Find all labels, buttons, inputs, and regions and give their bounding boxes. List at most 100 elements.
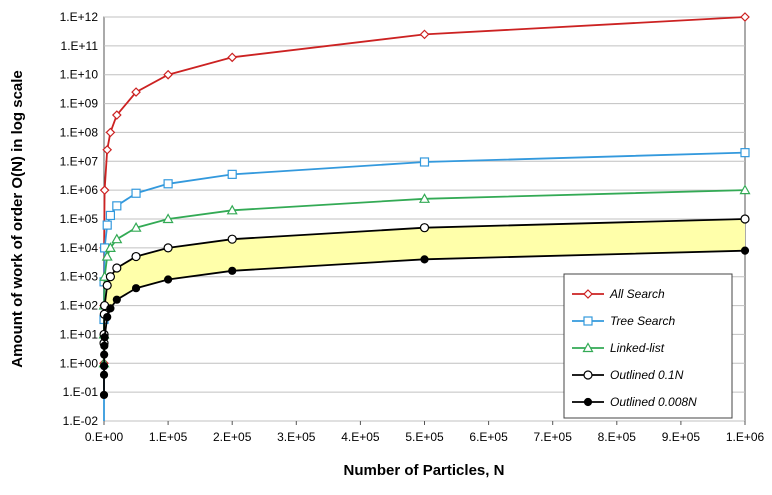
y-tick-label: 1.E+06: [60, 183, 99, 197]
data-point: [99, 361, 109, 371]
x-tick-label: 5.E+05: [405, 430, 444, 444]
y-tick-label: 1.E+09: [60, 97, 99, 111]
legend-marker: [583, 370, 593, 380]
legend-box: [563, 273, 733, 419]
data-point: [105, 272, 116, 282]
data-point: [99, 185, 110, 195]
y-tick-label: 1.E-02: [63, 414, 99, 428]
y-tick-label: 1.E+00: [60, 356, 99, 370]
legend-label: Tree Search: [610, 314, 675, 328]
data-point: [419, 223, 430, 233]
x-tick-label: 7.E+05: [534, 430, 573, 444]
data-point: [739, 184, 751, 195]
x-axis-title: Number of Particles, N: [344, 462, 505, 479]
x-tick-label: 8.E+05: [598, 430, 637, 444]
legend-item-outlined-0-1n: Outlined 0.1N: [572, 368, 684, 382]
legend-items: All Search Tree Search Linked-list Outlined…: [572, 287, 697, 409]
x-tick-label: 1.E+06: [726, 430, 765, 444]
data-point: [99, 370, 109, 379]
legend: All Search Tree Search Linked-list Outlined…: [563, 273, 733, 419]
x-tick-label: 0.E+00: [85, 430, 124, 444]
data-point: [163, 243, 173, 253]
legend-item-all-search: All Search: [572, 287, 665, 301]
y-tick-labels: 1.E-02 1.E-01 1.E+00 1.E+01 1.E+02 1.E+03 1.E+…: [60, 10, 99, 428]
y-tick-label: 1.E+11: [61, 39, 99, 53]
legend-marker: [583, 397, 593, 407]
x-tick-label: 4.E+05: [341, 430, 380, 444]
data-point: [418, 193, 431, 203]
data-point: [227, 234, 237, 244]
x-tick-label: 2.E+05: [213, 430, 252, 444]
data-point: [101, 250, 113, 261]
y-tick-label: 1.E+04: [60, 241, 99, 255]
series-layer: [98, 12, 751, 421]
data-point: [740, 148, 750, 158]
x-tick-label: 9.E+05: [662, 430, 701, 444]
data-point: [102, 280, 112, 291]
y-tick-label: 1.E+07: [60, 154, 99, 168]
y-axis-title: Amount of work of order O(N) in log scal…: [9, 70, 26, 368]
x-tick-label: 3.E+05: [277, 430, 316, 444]
data-point: [112, 263, 122, 273]
data-point: [226, 204, 238, 215]
data-point: [228, 266, 237, 275]
data-point: [105, 210, 116, 221]
y-tick-label: 1.E+01: [60, 327, 99, 341]
legend-marker: [583, 289, 593, 299]
data-point: [104, 242, 116, 252]
shaded-band: [104, 219, 745, 375]
y-tick-label: 1.E+08: [60, 125, 99, 139]
legend-marker: [582, 342, 594, 353]
x-tick-label: 6.E+05: [469, 430, 508, 444]
y-tick-label: 1.E+02: [60, 299, 99, 313]
y-tick-label: 1.E+03: [60, 270, 99, 284]
data-point: [131, 87, 141, 97]
data-point: [162, 213, 174, 224]
legend-label: All Search: [609, 287, 665, 301]
data-point: [164, 275, 173, 284]
y-tick-label: 1.E+10: [60, 68, 99, 82]
data-point: [100, 333, 109, 342]
legend-label: Outlined 0.1N: [610, 368, 684, 382]
data-point: [740, 12, 750, 22]
data-point: [131, 188, 141, 198]
data-point: [740, 246, 750, 255]
y-tick-label: 1.E+05: [60, 212, 99, 226]
data-point: [100, 341, 109, 351]
legend-label: Outlined 0.008N: [610, 395, 697, 409]
data-point: [111, 233, 123, 244]
data-point: [103, 312, 112, 322]
y-tick-label: 1.E-01: [63, 385, 99, 399]
data-point: [420, 255, 429, 264]
data-point: [227, 52, 238, 63]
data-point: [112, 295, 121, 304]
data-point: [112, 201, 122, 211]
y-tick-label: 1.E+12: [60, 10, 99, 24]
data-point: [227, 169, 237, 179]
data-point: [130, 221, 142, 232]
legend-item-outlined-0-008n: Outlined 0.008N: [572, 395, 697, 409]
series-outlined-0-008n: [99, 246, 750, 400]
data-point: [100, 350, 109, 359]
legend-label: Linked-list: [610, 341, 665, 355]
data-point: [419, 157, 430, 167]
data-point: [131, 251, 141, 262]
legend-marker: [583, 316, 593, 326]
data-point: [419, 29, 430, 40]
data-point: [131, 284, 141, 293]
data-point: [105, 127, 116, 138]
data-point: [740, 214, 750, 224]
data-point: [163, 179, 173, 189]
data-point: [102, 220, 112, 230]
x-tick-labels: 0.E+00 1.E+05 2.E+05 3.E+05 4.E+05 5.E+05 6.E+…: [85, 430, 765, 444]
x-tick-label: 1.E+05: [149, 430, 188, 444]
data-point: [99, 390, 109, 400]
data-point: [111, 110, 122, 120]
data-point: [163, 69, 173, 80]
data-point: [102, 144, 113, 155]
data-point: [106, 304, 115, 313]
legend-item-linked-list: Linked-list: [572, 341, 665, 355]
legend-item-tree-search: Tree Search: [572, 314, 675, 328]
